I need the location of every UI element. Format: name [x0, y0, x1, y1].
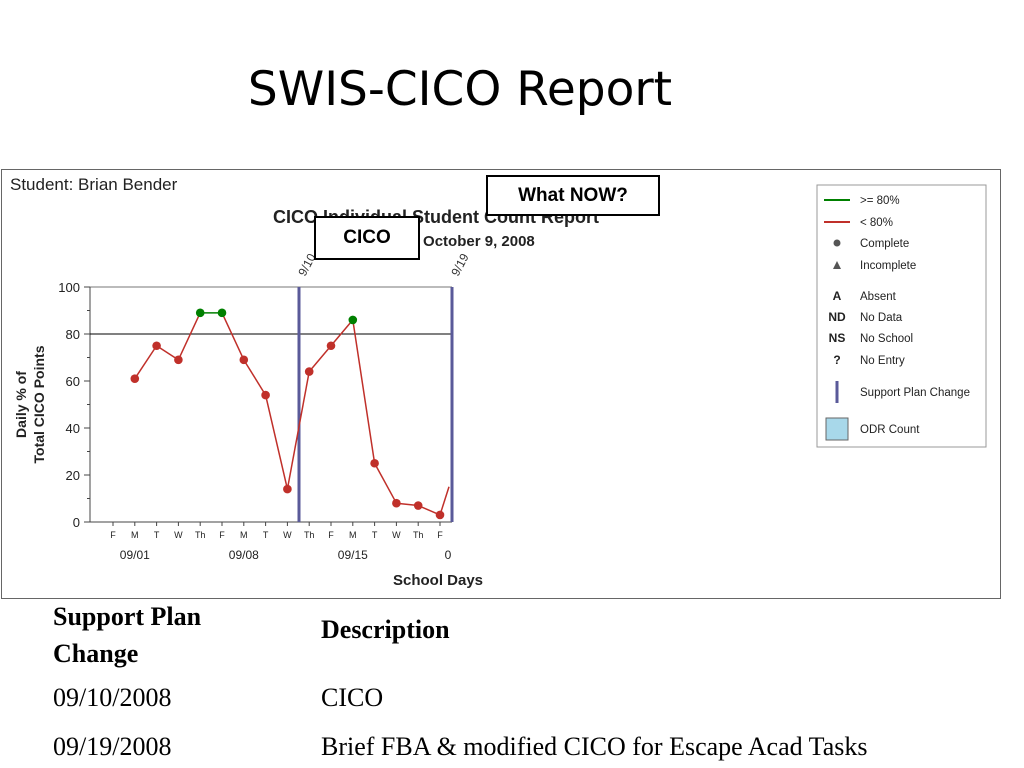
legend-label: Absent: [860, 291, 897, 303]
data-point: [370, 458, 379, 468]
series-segment: [243, 359, 267, 396]
data-point: [348, 315, 358, 325]
legend-label: No School: [860, 333, 913, 345]
student-label: Student: Brian Bender: [10, 175, 178, 194]
legend-box: [816, 184, 987, 448]
day-label: T: [372, 530, 378, 540]
day-label: Th: [304, 530, 315, 540]
series-segment: [156, 345, 179, 361]
y-tick-label: 40: [66, 421, 80, 436]
y-tick-label: 80: [66, 327, 80, 342]
table-row-2-date: 09/19/2008: [53, 732, 172, 761]
slide-title: SWIS-CICO Report: [247, 62, 673, 117]
series-segment: [439, 486, 450, 516]
y-tick-label: 60: [66, 374, 80, 389]
data-point: [283, 484, 292, 494]
table-row-1-description: CICO: [321, 683, 384, 712]
day-label: W: [283, 530, 292, 540]
series-segment: [286, 371, 310, 490]
data-point: [435, 510, 445, 520]
cico-callout: CICO: [314, 216, 420, 260]
data-point: [130, 374, 140, 383]
table-row-1-date: 09/10/2008: [53, 683, 172, 712]
y-axis-label-line1: Daily % of: [13, 371, 29, 438]
series-segment: [221, 312, 245, 361]
week-label: 09/01: [120, 548, 150, 562]
y-axis-label-line2: Total CICO Points: [31, 345, 47, 463]
data-point: [392, 498, 401, 508]
week-label: 09/15: [338, 548, 368, 562]
series-segment: [177, 312, 201, 361]
data-point: [195, 308, 205, 318]
table-row-2-description: Brief FBA & modified CICO for Escape Aca…: [321, 732, 868, 761]
legend-code: NS: [829, 331, 846, 345]
legend-dot-icon: [833, 239, 841, 247]
week-label: 09/08: [229, 548, 259, 562]
series-segment: [308, 345, 332, 373]
series-segment: [352, 319, 376, 464]
week-label: 0: [445, 548, 452, 562]
legend-bar-icon: [835, 381, 839, 403]
day-label: F: [219, 530, 225, 540]
day-label: M: [349, 530, 357, 540]
day-label: M: [131, 530, 139, 540]
day-label: T: [154, 530, 160, 540]
legend-code: A: [833, 289, 842, 303]
y-tick-label: 20: [66, 468, 80, 483]
data-point: [261, 390, 270, 400]
data-point: [239, 355, 249, 365]
x-axis-label: School Days: [393, 572, 483, 589]
legend-label: Incomplete: [860, 260, 916, 272]
series-segment: [373, 462, 398, 504]
legend-label: >= 80%: [860, 195, 900, 207]
day-label: W: [392, 530, 401, 540]
data-point: [304, 367, 314, 376]
data-point: [217, 308, 227, 318]
legend-label: No Data: [860, 312, 903, 324]
y-tick-label: 100: [58, 280, 80, 295]
data-point: [413, 501, 423, 510]
legend-label: Support Plan Change: [860, 387, 970, 399]
legend-code: ND: [828, 310, 846, 324]
legend-label: Complete: [860, 238, 909, 250]
support-plan-change-label: 9/19: [448, 251, 471, 278]
day-label: F: [437, 530, 443, 540]
table-header-plan-change: Support Plan Change: [53, 602, 202, 668]
data-point: [174, 355, 183, 365]
legend-label: < 80%: [860, 217, 893, 229]
legend-triangle-icon: [833, 261, 841, 269]
y-tick-label: 0: [73, 515, 80, 530]
data-point: [326, 341, 336, 351]
series-segment: [330, 319, 354, 347]
legend-label: ODR Count: [860, 424, 920, 436]
day-label: W: [174, 530, 183, 540]
day-label: Th: [195, 530, 206, 540]
day-label: F: [328, 530, 334, 540]
data-point: [152, 341, 161, 351]
legend-label: No Entry: [860, 355, 905, 367]
table-header-description: Description: [321, 615, 450, 644]
what-now-callout: What NOW?: [486, 175, 660, 216]
legend-code: ?: [833, 353, 840, 367]
day-label: Th: [413, 530, 424, 540]
series-segment: [134, 345, 158, 380]
day-label: F: [110, 530, 116, 540]
series-segment: [264, 394, 289, 490]
day-label: M: [240, 530, 248, 540]
day-label: T: [263, 530, 269, 540]
chart-panel: Student: Brian Bender CICO Individual Stu…: [1, 169, 1001, 599]
legend-box-icon: [825, 417, 849, 441]
